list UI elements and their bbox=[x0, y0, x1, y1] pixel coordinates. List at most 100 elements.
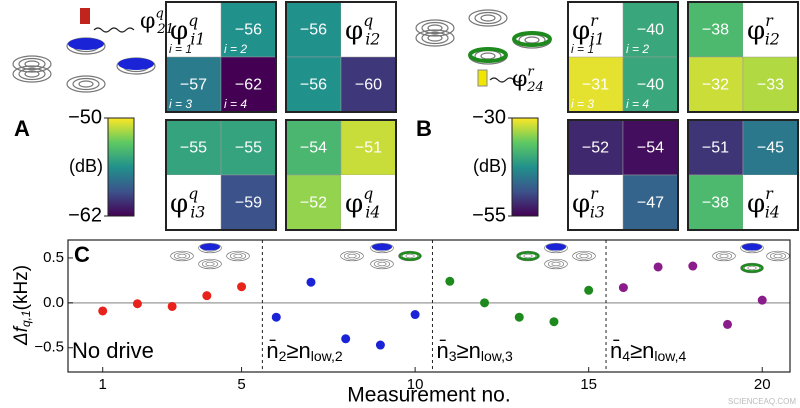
heat-cell bbox=[622, 1, 679, 58]
y-axis-label-sub: q,1 bbox=[19, 310, 33, 327]
cell-value: −56 bbox=[300, 77, 327, 94]
point bbox=[98, 306, 108, 316]
point bbox=[584, 285, 594, 295]
cell-label: φr i1 bbox=[572, 12, 605, 48]
block-border bbox=[165, 1, 277, 113]
cell-value: −54 bbox=[637, 140, 664, 157]
series-label: n̄3≥nlow,3 bbox=[436, 338, 512, 364]
drive-label: φq 21 bbox=[140, 6, 174, 36]
cell-label: φr i4 bbox=[747, 185, 780, 221]
label-cell bbox=[743, 2, 798, 57]
colorbar-tick-label: −50 bbox=[68, 106, 102, 128]
cell-label-sup: r bbox=[765, 185, 774, 203]
cell-value: −54 bbox=[300, 140, 327, 157]
index-label: i = 2 bbox=[626, 42, 649, 56]
cell-value: −47 bbox=[637, 195, 664, 212]
cell-value: −55 bbox=[235, 140, 262, 157]
point bbox=[132, 299, 142, 309]
heat-cell bbox=[220, 119, 277, 176]
point bbox=[723, 319, 733, 329]
cell-label-sup: q bbox=[363, 12, 373, 30]
series-label-part: low,2 bbox=[311, 348, 343, 364]
cell-value: −40 bbox=[637, 22, 664, 39]
index-label: i = 2 bbox=[224, 42, 247, 56]
index-label: i = 4 bbox=[224, 97, 247, 111]
block-border bbox=[687, 1, 799, 113]
cell-label: φq i4 bbox=[345, 185, 380, 221]
point bbox=[688, 261, 698, 271]
series-label-part: ≥n bbox=[630, 338, 654, 363]
index-label: i = 1 bbox=[571, 42, 594, 56]
watermark: SCIENCEAQ.COM bbox=[728, 397, 796, 406]
point bbox=[306, 277, 316, 287]
series-label-part: ≥n bbox=[457, 338, 481, 363]
cell-label: φr i2 bbox=[747, 12, 780, 48]
heat-cell bbox=[622, 56, 679, 113]
index-label: i = 1 bbox=[169, 42, 192, 56]
y-tick-label: 0.0 bbox=[43, 294, 64, 311]
label-cell bbox=[341, 2, 396, 57]
series-label-part: n̄ bbox=[436, 338, 448, 363]
cell-label: φq i3 bbox=[170, 185, 205, 221]
icons-c bbox=[170, 242, 790, 274]
cell-label-sup: q bbox=[188, 12, 198, 30]
series-label-part: n̄ bbox=[266, 338, 278, 363]
label-cell bbox=[166, 175, 221, 230]
block-border bbox=[285, 119, 397, 231]
icons-a bbox=[12, 8, 156, 93]
index-label: i = 4 bbox=[626, 97, 649, 111]
cell-value: −33 bbox=[757, 77, 784, 94]
cell-label-sup: q bbox=[363, 185, 373, 203]
block-border bbox=[567, 119, 679, 231]
point bbox=[653, 262, 663, 272]
x-tick-label: 20 bbox=[754, 376, 771, 393]
x-tick-label: 1 bbox=[99, 376, 107, 393]
heat-cell bbox=[285, 174, 342, 231]
cell-label-sub: i3 bbox=[190, 203, 205, 221]
drive-label-sup: q bbox=[155, 6, 163, 21]
cell-label-symbol: φ bbox=[345, 16, 363, 46]
point bbox=[237, 282, 247, 292]
block-border bbox=[165, 119, 277, 231]
cell-value: −56 bbox=[300, 22, 327, 39]
cell-label-sub: i4 bbox=[365, 203, 380, 221]
heat-cell bbox=[622, 119, 679, 176]
heat-cell bbox=[340, 56, 397, 113]
block-border bbox=[687, 119, 799, 231]
drive-label-sub: 24 bbox=[526, 80, 544, 95]
colorbar bbox=[107, 117, 135, 217]
cell-label-sub: i1 bbox=[190, 30, 205, 48]
cell-label-sub: i4 bbox=[765, 203, 780, 221]
heat-cell bbox=[622, 174, 679, 231]
point bbox=[167, 301, 177, 311]
cell-label-symbol: φ bbox=[170, 16, 188, 46]
heat-cell bbox=[742, 119, 799, 176]
heat-cell bbox=[220, 56, 277, 113]
point bbox=[202, 291, 212, 301]
point bbox=[271, 312, 281, 322]
y-tick-label: 0.5 bbox=[43, 249, 64, 266]
heat-cell bbox=[285, 119, 342, 176]
cell-label-sup: r bbox=[590, 185, 599, 203]
series-label-part: low,4 bbox=[654, 348, 686, 364]
heat-cell bbox=[687, 174, 744, 231]
series-label-part: ≥n bbox=[286, 338, 310, 363]
cell-label: φq i1 bbox=[170, 12, 205, 48]
cell-label-symbol: φ bbox=[747, 16, 765, 46]
cell-label: φr i3 bbox=[572, 185, 605, 221]
colorbar-label: (dB) bbox=[473, 156, 507, 176]
series-label-part: 4 bbox=[622, 348, 630, 364]
cell-label-sub: i1 bbox=[590, 30, 605, 48]
point bbox=[549, 317, 559, 327]
point bbox=[618, 283, 628, 293]
drive-label-symbol: φ bbox=[512, 67, 527, 92]
heat-cell bbox=[165, 119, 222, 176]
colorbar-label: (dB) bbox=[69, 156, 103, 176]
drive-label-sup: r bbox=[527, 64, 534, 79]
heat-cell bbox=[285, 1, 342, 58]
panel-letter: A bbox=[14, 116, 30, 141]
label-cell bbox=[166, 2, 221, 57]
label-cell bbox=[743, 175, 798, 230]
drive-label-sub: 21 bbox=[156, 22, 174, 37]
cell-label: φq i2 bbox=[345, 12, 380, 48]
